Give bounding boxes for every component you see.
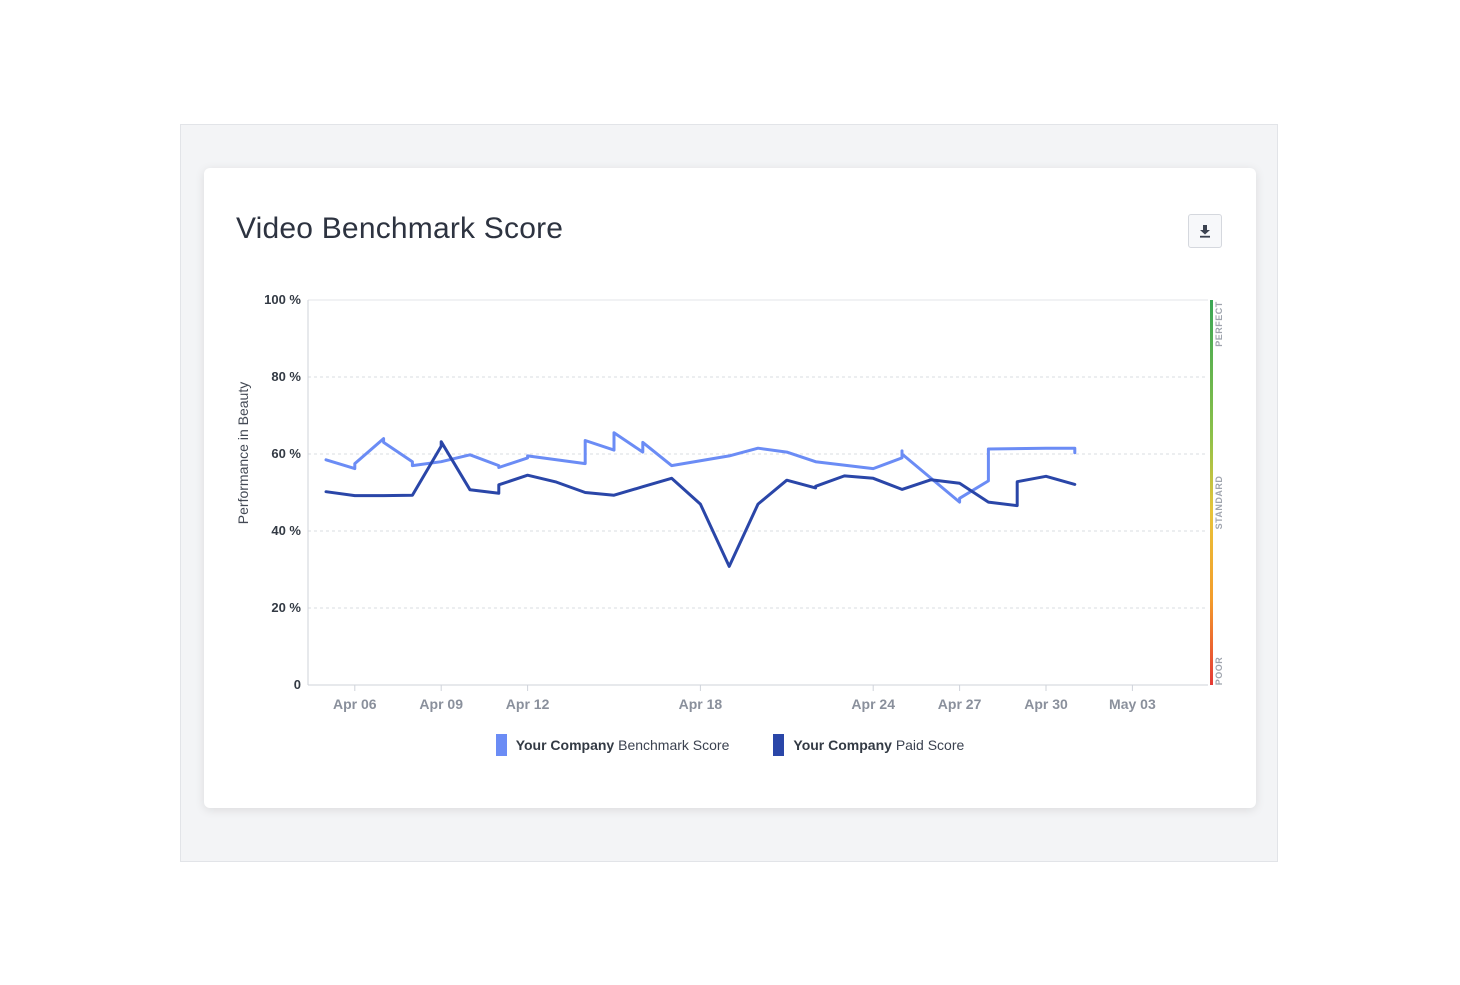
band-label-poor: POOR <box>1214 657 1224 686</box>
legend-swatch-paid <box>773 734 785 756</box>
x-tick-label: Apr 06 <box>333 696 377 712</box>
band-label-standard: STANDARD <box>1214 476 1224 530</box>
band-label-perfect: PERFECT <box>1214 301 1224 347</box>
legend-label-paid: Your Company Paid Score <box>793 737 964 753</box>
y-tick-label: 60 % <box>271 446 301 461</box>
y-tick-label: 40 % <box>271 523 301 538</box>
quality-band-bar <box>1210 300 1213 685</box>
series-line-benchmark <box>324 431 1077 504</box>
legend-company-paid: Your Company <box>793 737 892 753</box>
legend-label-benchmark: Your Company Benchmark Score <box>516 737 730 753</box>
legend-item-paid[interactable]: Your Company Paid Score <box>773 734 964 756</box>
legend-swatch-benchmark <box>495 734 507 756</box>
line-chart: 0 20 % 40 % 60 % 80 % 100 % Apr 06 Apr 09 Apr 12… <box>235 292 1224 712</box>
y-tick-label: 20 % <box>271 600 301 615</box>
x-tick-label: Apr 24 <box>851 696 895 712</box>
legend-item-benchmark[interactable]: Your Company Benchmark Score <box>495 734 730 756</box>
chart-legend: Your Company Benchmark Score Your Compan… <box>204 734 1256 756</box>
y-tick-label: 80 % <box>271 369 301 384</box>
card-title: Video Benchmark Score <box>236 212 564 245</box>
x-tick-label: Apr 30 <box>1024 696 1068 712</box>
download-button[interactable] <box>1188 214 1222 248</box>
download-icon <box>1200 225 1210 238</box>
y-tick-label: 0 <box>294 677 301 692</box>
x-tick-label: May 03 <box>1109 696 1156 712</box>
x-tick-label: Apr 18 <box>679 696 723 712</box>
x-tick-label: Apr 27 <box>938 696 982 712</box>
legend-company-benchmark: Your Company <box>515 737 615 753</box>
y-axis-label: Performance in Beauty <box>235 382 251 524</box>
y-tick-label: 100 % <box>264 292 301 307</box>
x-tick-label: Apr 12 <box>506 696 550 712</box>
legend-series-paid: Paid Score <box>895 737 965 753</box>
x-tick-label: Apr 09 <box>419 696 463 712</box>
chart-card: Video Benchmark Score 0 20 % 40 % 60 % 80 % 1… <box>204 168 1256 808</box>
legend-series-benchmark: Benchmark Score <box>618 737 730 753</box>
series-line-paid <box>324 440 1077 568</box>
